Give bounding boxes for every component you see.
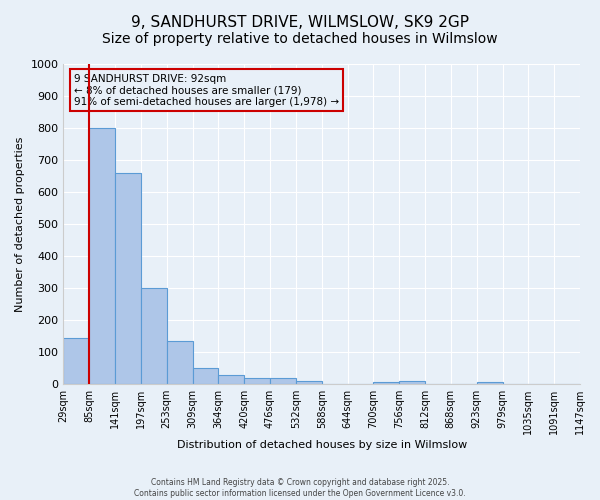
Bar: [218, 374, 244, 384]
Text: Size of property relative to detached houses in Wilmslow: Size of property relative to detached ho…: [102, 32, 498, 46]
Bar: [64, 338, 89, 384]
Text: 9 SANDHURST DRIVE: 92sqm
← 8% of detached houses are smaller (179)
91% of semi-d: 9 SANDHURST DRIVE: 92sqm ← 8% of detache…: [74, 74, 339, 107]
Bar: [167, 341, 193, 384]
Text: 9, SANDHURST DRIVE, WILMSLOW, SK9 2GP: 9, SANDHURST DRIVE, WILMSLOW, SK9 2GP: [131, 15, 469, 30]
Bar: [296, 381, 322, 384]
Bar: [244, 378, 270, 384]
Bar: [89, 128, 115, 384]
Bar: [115, 173, 141, 384]
Bar: [141, 288, 167, 384]
Bar: [270, 378, 296, 384]
Y-axis label: Number of detached properties: Number of detached properties: [15, 136, 25, 312]
Bar: [399, 381, 425, 384]
Bar: [476, 382, 503, 384]
X-axis label: Distribution of detached houses by size in Wilmslow: Distribution of detached houses by size …: [176, 440, 467, 450]
Bar: [373, 382, 399, 384]
Text: Contains HM Land Registry data © Crown copyright and database right 2025.
Contai: Contains HM Land Registry data © Crown c…: [134, 478, 466, 498]
Bar: [193, 368, 218, 384]
